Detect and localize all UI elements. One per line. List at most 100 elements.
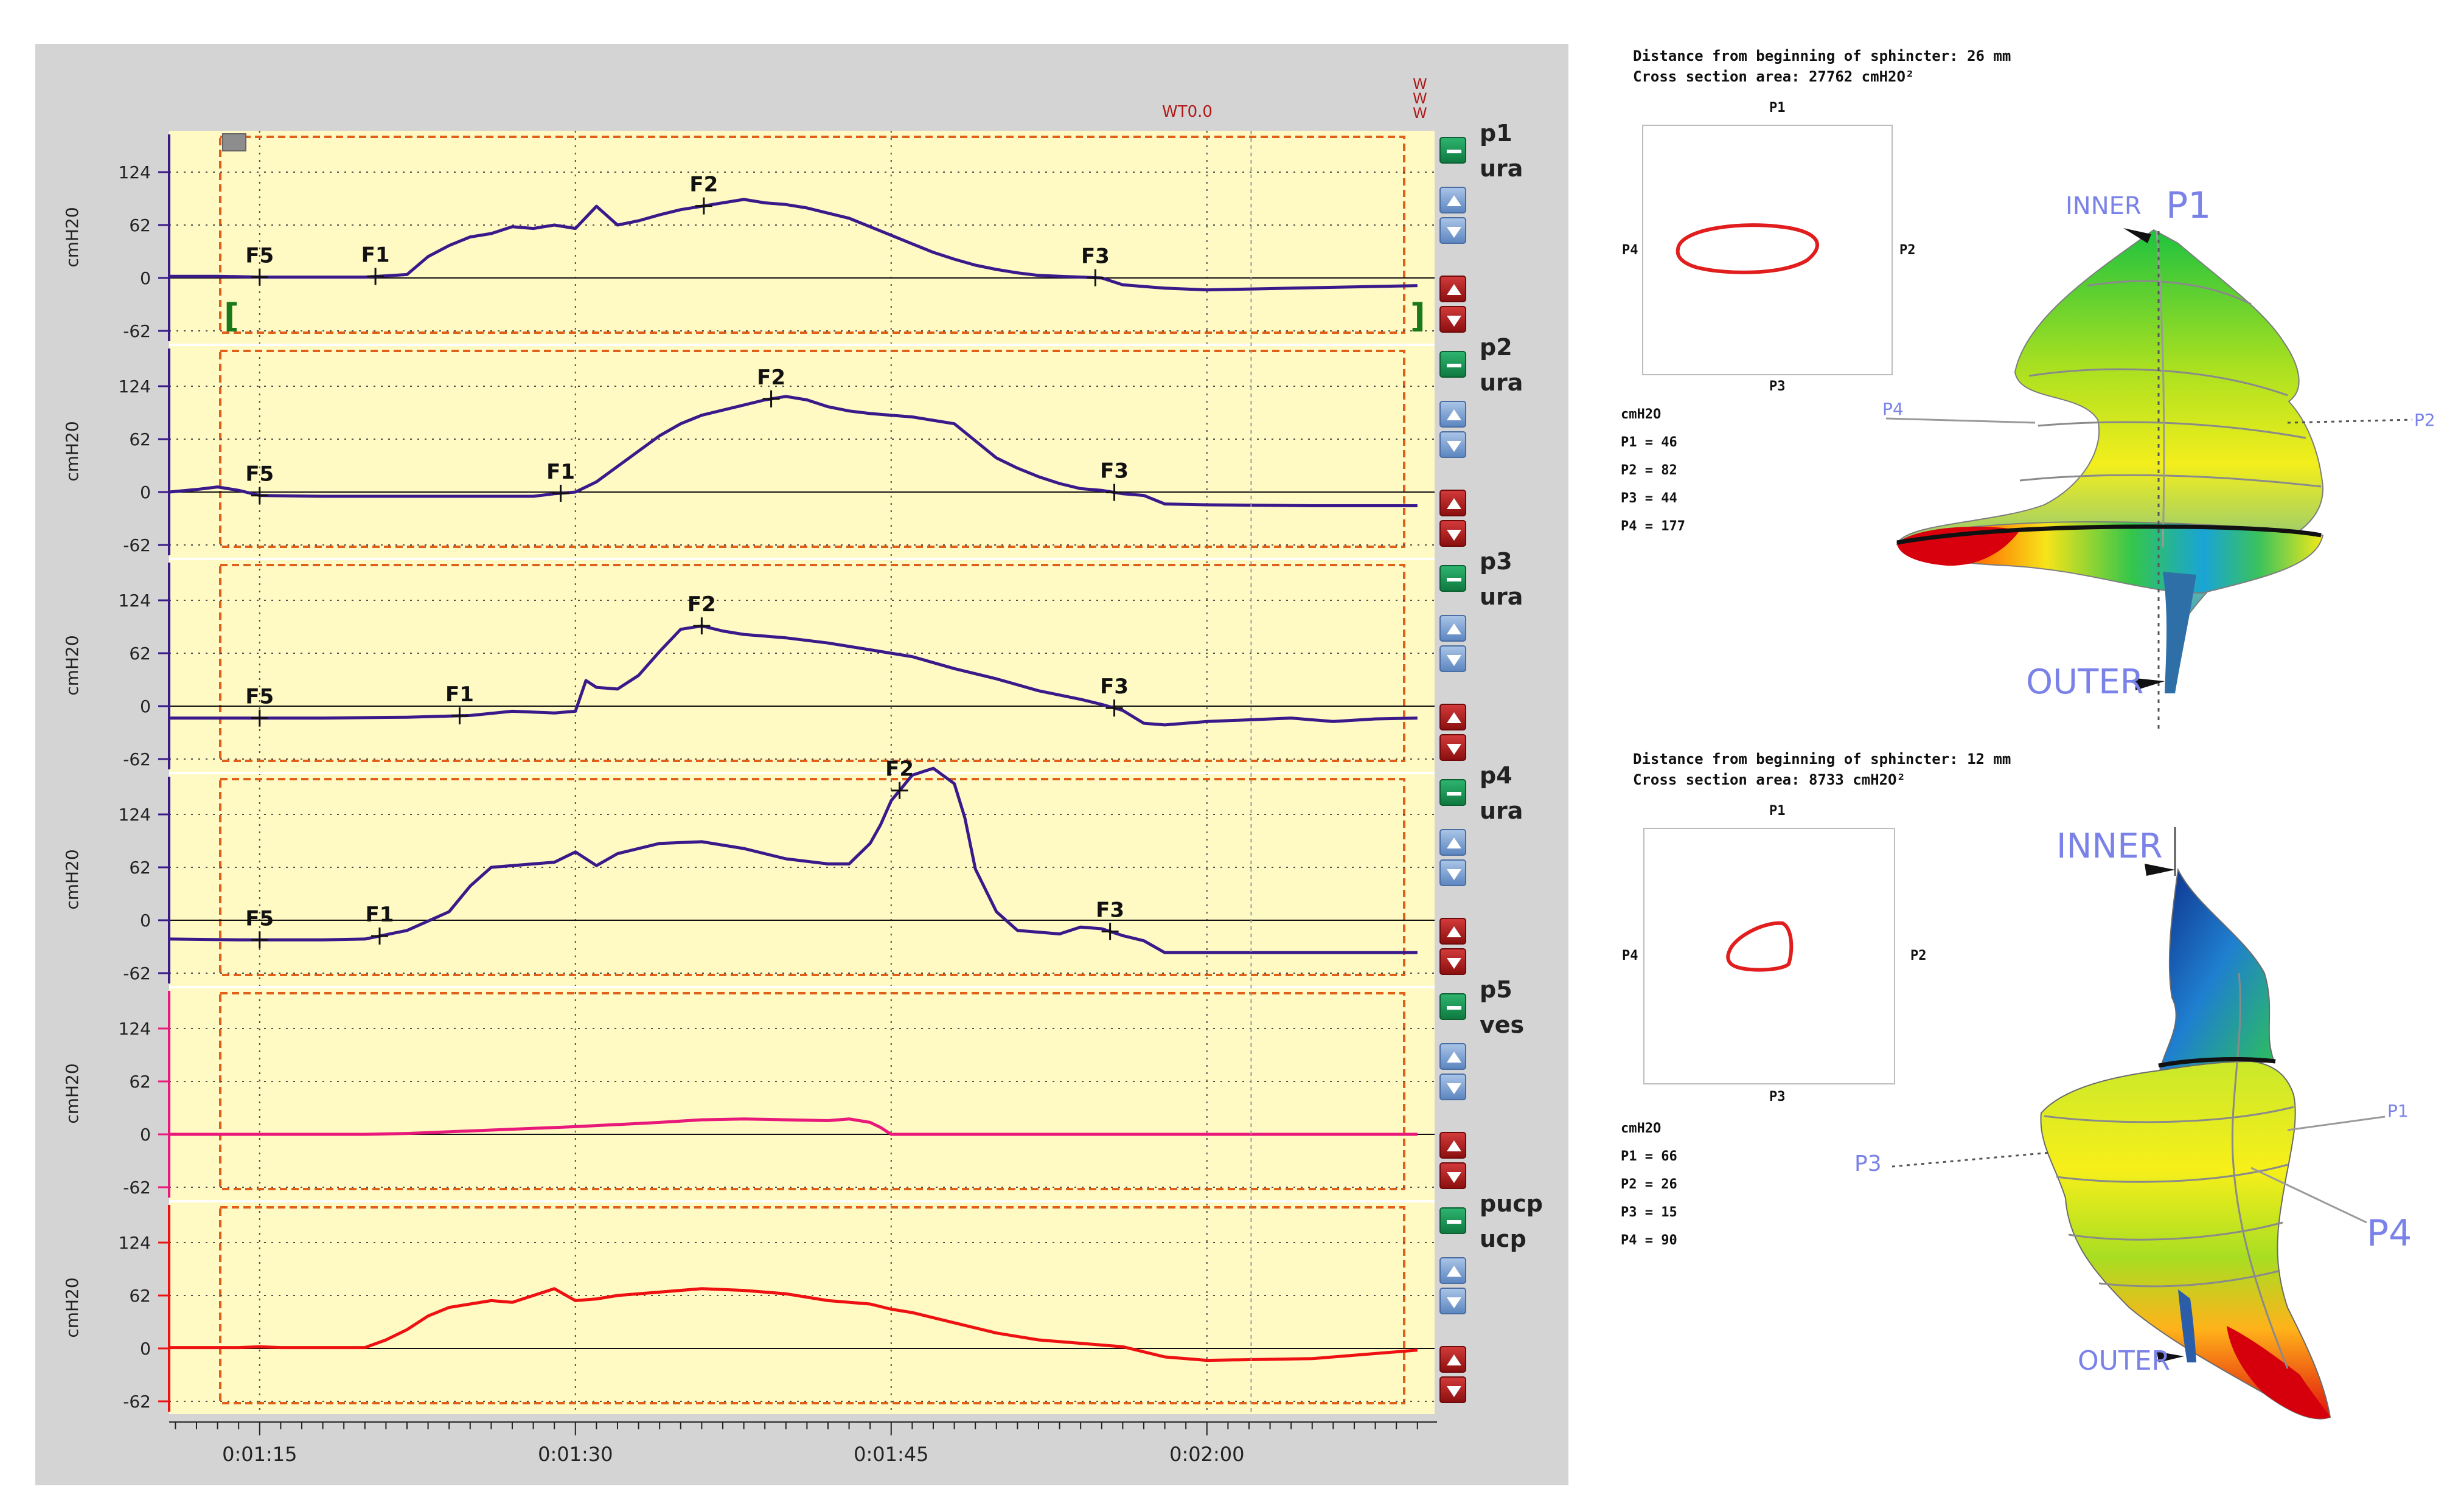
channel-p4-collapse-button[interactable] [1439, 779, 1466, 806]
flag-label: F1 [546, 460, 575, 484]
flag-label: F2 [885, 757, 914, 782]
scroll-handle[interactable] [222, 133, 246, 151]
top-box-label-p4: P4 [1622, 243, 1638, 258]
channel-p4-offset-down-button[interactable] [1439, 948, 1466, 975]
bottom-model-outer-arrow [2157, 1351, 2184, 1362]
y-tick-label: 62 [129, 643, 151, 664]
channel-p1-offset-down-button[interactable] [1439, 306, 1466, 333]
channel-pucp-offset-up-button[interactable] [1439, 1346, 1466, 1373]
marker-letter-1: W [1413, 75, 1427, 92]
channel-p1-collapse-button[interactable] [1439, 137, 1466, 164]
channel-trace-p5 [169, 1117, 1418, 1136]
bottom-box-label-p3: P3 [1769, 1089, 1786, 1105]
channel-pucp-scale-up-button[interactable] [1439, 1257, 1466, 1284]
x-tick-label: 0:02:00 [1169, 1443, 1244, 1466]
channel-p5-scale-up-button[interactable] [1439, 1043, 1466, 1070]
channel-p3-offset-down-button[interactable] [1439, 734, 1466, 761]
channel-p5-offset-down-button[interactable] [1439, 1162, 1466, 1189]
channel-p2-offset-down-button[interactable] [1439, 520, 1466, 547]
y-axis-unit-label: cmH20 [62, 1063, 82, 1123]
top-model-current-slice [1896, 524, 2322, 545]
channel-p4-scale-up-button[interactable] [1439, 829, 1466, 856]
selection-box [219, 992, 1405, 1190]
marker-letter-2: W [1413, 90, 1427, 107]
y-axis-unit-label: cmH20 [62, 635, 82, 695]
y-tick-label: -62 [123, 1392, 151, 1412]
channel-p2-scale-up-button[interactable] [1439, 401, 1466, 428]
channel-p3-offset-up-button[interactable] [1439, 704, 1466, 730]
channel-p4-scale-down-button[interactable] [1439, 859, 1466, 886]
channel-sub-name: ves [1480, 1011, 1525, 1038]
bottom-3d-sphincter-model [1892, 827, 2386, 1420]
y-tick-label: -62 [123, 749, 151, 769]
channel-p2-scale-down-button[interactable] [1439, 431, 1466, 458]
channel-trace-pucp [169, 1287, 1418, 1362]
x-tick-label: 0:01:15 [222, 1443, 297, 1466]
y-tick-label: 124 [119, 591, 151, 611]
channel-trace-p3 [169, 624, 1418, 727]
top-model-outer-label: OUTER [2026, 662, 2144, 702]
channel-sub-name: ura [1480, 155, 1523, 182]
selection-box [219, 778, 1405, 976]
channel-p1-offset-up-button[interactable] [1439, 276, 1466, 302]
y-axis-unit-label: cmH20 [62, 207, 82, 267]
channel-pucp-collapse-button[interactable] [1439, 1207, 1466, 1234]
flag-label: F2 [757, 366, 785, 390]
y-tick-label: -62 [123, 963, 151, 983]
bottom-box-label-p2: P2 [1910, 948, 1927, 963]
top-3d-sphincter-model [1885, 228, 2413, 730]
channel-name: p3 [1480, 548, 1512, 575]
y-tick-label: 0 [140, 1125, 151, 1145]
x-tick-label: 0:01:45 [854, 1443, 928, 1466]
bottom-model-tail [2178, 1289, 2196, 1362]
flag-label: F2 [689, 173, 718, 197]
channel-name: p4 [1480, 762, 1512, 789]
channel-p5-scale-down-button[interactable] [1439, 1074, 1466, 1100]
y-tick-label: 124 [119, 1019, 151, 1039]
channel-sub-name: ura [1480, 369, 1523, 396]
y-tick-label: 62 [129, 1286, 151, 1306]
top-box-label-p3: P3 [1769, 379, 1786, 394]
y-tick-label: 0 [140, 911, 151, 931]
bottom-model-upper [2159, 867, 2275, 1072]
channel-p4-offset-up-button[interactable] [1439, 918, 1466, 945]
bottom-model-p3-label: P3 [1854, 1151, 1882, 1176]
channel-pucp-offset-down-button[interactable] [1439, 1376, 1466, 1403]
bottom-model-p4-label: P4 [2367, 1212, 2412, 1255]
channel-p5-collapse-button[interactable] [1439, 993, 1466, 1020]
bottom-model-meridian [2231, 973, 2289, 1369]
channel-pucp-scale-down-button[interactable] [1439, 1288, 1466, 1314]
bottom-model-p3-line [1892, 1151, 2051, 1168]
bottom-model-p1-label: P1 [2387, 1101, 2409, 1121]
top-reading-p4: P4 = 177 [1621, 519, 1685, 534]
selection-box [219, 564, 1405, 762]
top-reading-p3: P3 = 44 [1621, 491, 1677, 506]
channel-p1-scale-down-button[interactable] [1439, 217, 1466, 244]
flag-label: F1 [361, 243, 390, 268]
selection-bracket-left: [ [224, 297, 239, 335]
channel-p5-offset-up-button[interactable] [1439, 1132, 1466, 1159]
bottom-cross-section-box [1643, 828, 1895, 1084]
channel-p2-collapse-button[interactable] [1439, 351, 1466, 378]
bottom-box-label-p4: P4 [1622, 948, 1638, 963]
channel-name: p5 [1480, 976, 1512, 1003]
top-model-inner-label: INNER [2066, 192, 2142, 220]
top-unit-label: cmH2O [1621, 407, 1661, 422]
y-tick-label: 124 [119, 1233, 151, 1253]
channel-p3-scale-up-button[interactable] [1439, 615, 1466, 642]
y-tick-label: 124 [119, 162, 151, 182]
channel-p3-scale-down-button[interactable] [1439, 645, 1466, 672]
y-tick-label: 62 [129, 858, 151, 878]
channel-p1-scale-up-button[interactable] [1439, 187, 1466, 213]
flag-label: F3 [1081, 245, 1110, 269]
bottom-model-red-tip [2227, 1326, 2330, 1419]
channel-p2-offset-up-button[interactable] [1439, 490, 1466, 516]
top-model-p1-label: P1 [2166, 184, 2211, 227]
channel-p3-collapse-button[interactable] [1439, 565, 1466, 592]
bottom-distance-label: Distance from beginning of sphincter: 12… [1633, 751, 2011, 768]
top-distance-label: Distance from beginning of sphincter: 26… [1633, 47, 2011, 64]
y-tick-label: -62 [123, 1178, 151, 1198]
bottom-model-inner-label: INNER [2056, 827, 2163, 866]
